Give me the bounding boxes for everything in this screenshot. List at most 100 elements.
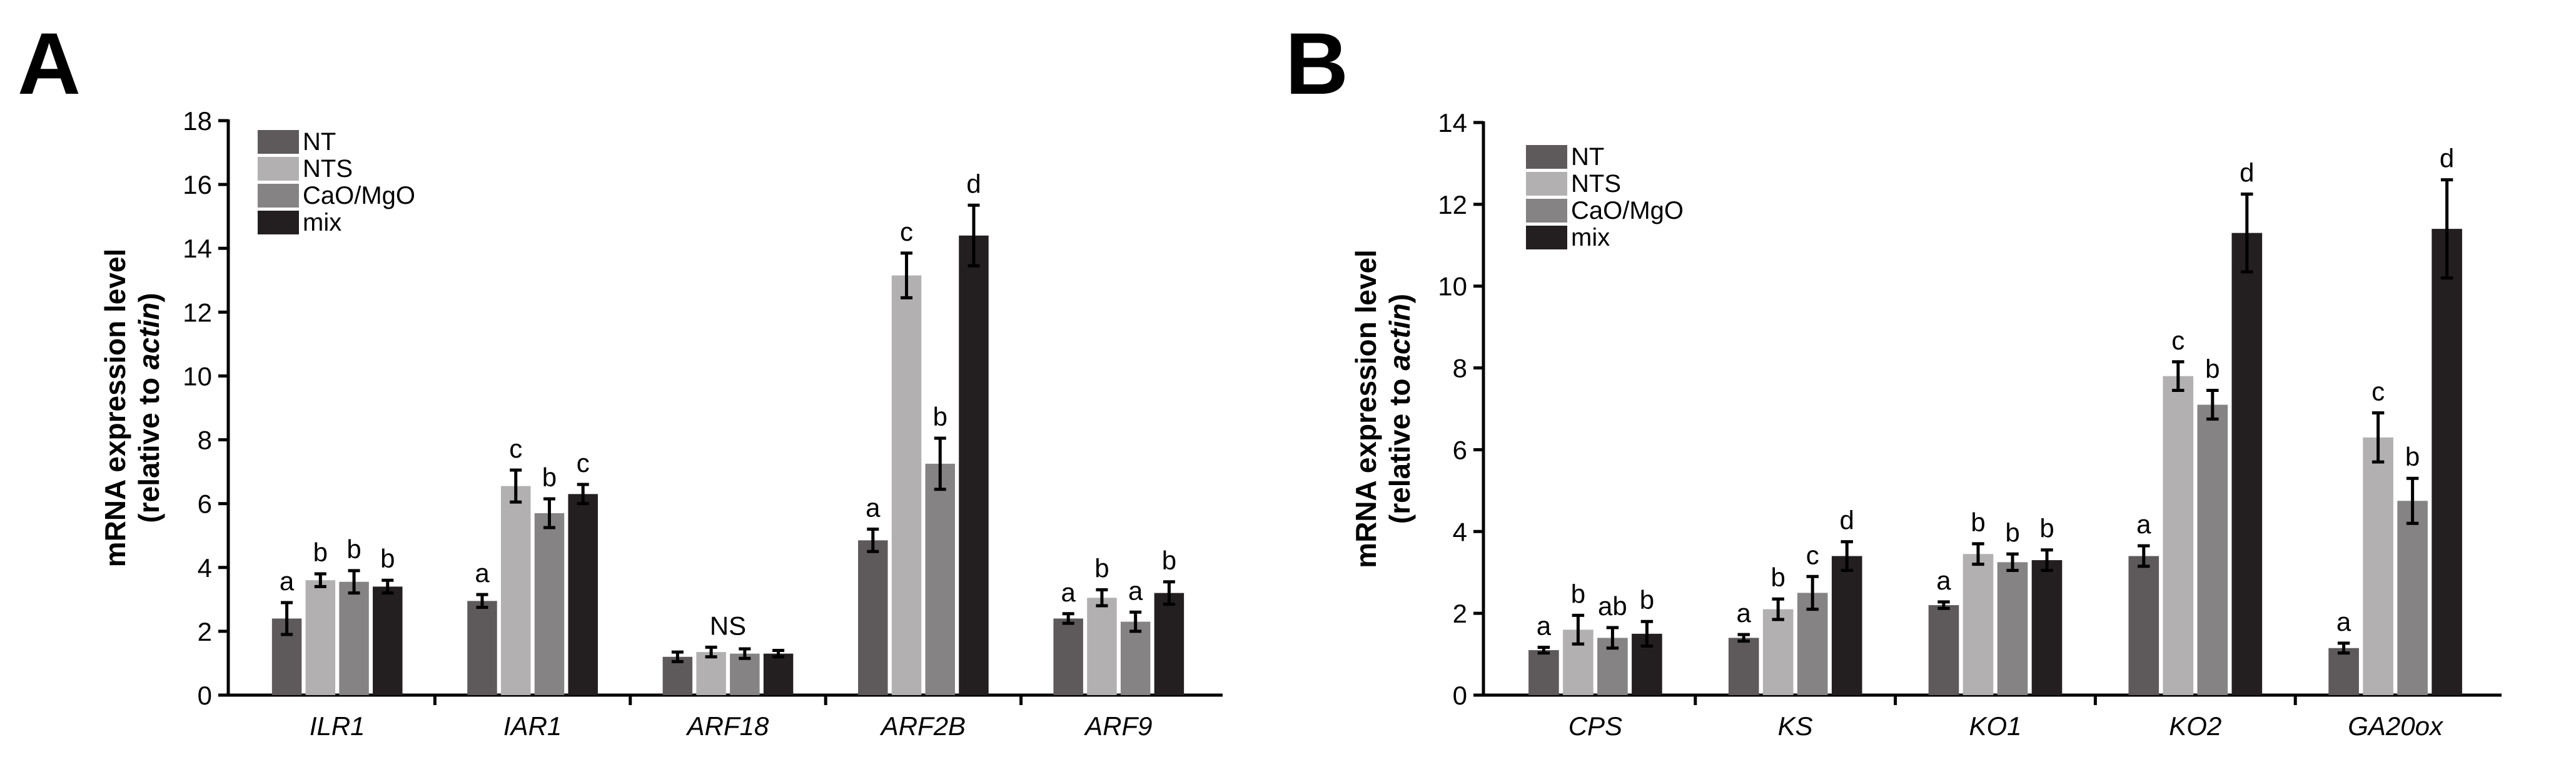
error-bar [1772, 597, 1784, 621]
y-tick-label: 6 [1453, 435, 1467, 464]
significance-label: d [966, 169, 981, 198]
significance-label: c [2371, 377, 2385, 406]
error-bar [2172, 360, 2185, 393]
legend-swatch [1526, 172, 1567, 196]
significance-label: b [1571, 579, 1585, 608]
bar-nts [500, 486, 531, 695]
significance-label: d [2240, 158, 2254, 188]
y-tick-label: 16 [183, 170, 212, 199]
error-bar [2241, 193, 2253, 274]
significance-label: b [2039, 514, 2054, 543]
x-category-label: CPS [1568, 711, 1622, 741]
error-bar [1572, 613, 1585, 646]
bar-cao-mgo [1120, 621, 1151, 695]
x-category-label: ARF9 [1083, 711, 1152, 741]
bar-nt [1053, 618, 1083, 695]
significance-label: d [2440, 144, 2454, 173]
error-bar [1163, 580, 1175, 606]
significance-label: ab [1598, 591, 1627, 621]
error-bar [1606, 626, 1619, 650]
y-tick-label: 0 [1453, 681, 1467, 710]
error-bar [1096, 588, 1108, 608]
error-bar [2440, 178, 2453, 280]
bar-mix [2031, 560, 2063, 695]
error-bar [2006, 552, 2019, 572]
x-category-label: ARF2B [879, 711, 966, 741]
y-tick-label: 4 [198, 553, 212, 583]
legend-swatch [258, 211, 299, 234]
bar-cao-mgo [1997, 562, 2028, 695]
bar-mix [763, 653, 794, 695]
significance-label: c [2171, 326, 2185, 355]
bar-nts [305, 580, 336, 695]
significance-label: b [313, 538, 328, 567]
bar-mix [2231, 233, 2263, 696]
significance-label: b [1162, 546, 1176, 575]
error-bar [772, 649, 785, 659]
bar-nts [1762, 609, 1794, 695]
significance-label: b [1094, 554, 1109, 583]
y-axis-label-gene: actin [133, 303, 165, 369]
bar-nts [696, 652, 726, 695]
bar-mix [373, 586, 403, 695]
significance-label: b [2005, 518, 2019, 547]
legend-swatch [1526, 199, 1567, 223]
bar-nt [662, 656, 693, 695]
significance-label: b [933, 402, 947, 431]
significance-label: b [1771, 563, 1786, 592]
significance-label: a [1737, 598, 1752, 628]
bar-nt [1728, 638, 1759, 695]
bar-nt [858, 540, 888, 695]
error-bar [543, 497, 555, 529]
y-axis-label-text: (relative to [133, 369, 165, 523]
error-bar [1972, 542, 1984, 566]
bar-mix [568, 494, 598, 695]
significance-label: a [1128, 576, 1143, 605]
legend-label: CaO/MgO [303, 182, 415, 209]
bar-cao-mgo [534, 513, 565, 695]
y-tick-label: 2 [198, 617, 212, 646]
error-bar [2406, 476, 2419, 525]
x-category-label: ILR1 [310, 711, 365, 741]
error-bar [577, 483, 589, 506]
y-axis-label-line1: mRNA expression level [1350, 249, 1382, 568]
significance-label: a [1936, 566, 1951, 595]
y-tick-label: 2 [1453, 599, 1467, 628]
significance-label: b [1640, 585, 1654, 614]
error-bar [739, 647, 751, 660]
legend-swatch [1526, 145, 1567, 169]
y-tick-label: 10 [1438, 272, 1467, 301]
bar-cao-mgo [2397, 501, 2428, 695]
y-axis-label-close: ) [133, 293, 165, 302]
error-bar [967, 203, 980, 268]
significance-label: d [1840, 506, 1854, 535]
error-bar [867, 528, 879, 553]
error-bar [1937, 600, 1950, 610]
bar-cao-mgo [339, 581, 369, 695]
legend-label: NTS [1571, 170, 1621, 198]
error-bar [1841, 540, 1853, 572]
y-tick-label: 14 [1438, 108, 1467, 138]
error-bar [2337, 641, 2350, 655]
bar-mix [1831, 556, 1862, 695]
error-bar [901, 251, 913, 299]
legend-label: NT [1571, 143, 1604, 171]
y-axis-label-line1: mRNA expression level [99, 249, 131, 568]
x-category-label: GA20ox [2348, 711, 2444, 741]
bar-nt [2328, 648, 2359, 695]
y-axis-label: mRNA expression level(relative to actin) [1350, 249, 1416, 568]
significance-label: c [1806, 540, 1819, 569]
bar-nt [2128, 556, 2159, 695]
panel-letter: A [18, 14, 81, 113]
bar-mix [2432, 229, 2462, 696]
significance-label: b [346, 534, 361, 564]
bar-cao-mgo [2197, 404, 2228, 695]
bar-mix [1154, 593, 1184, 695]
y-tick-label: 12 [1438, 190, 1467, 219]
y-tick-label: 12 [183, 298, 212, 327]
significance-label: b [2205, 354, 2220, 384]
legend-swatch [1526, 226, 1567, 249]
significance-label: b [1971, 508, 1985, 537]
y-tick-label: 10 [183, 361, 212, 391]
